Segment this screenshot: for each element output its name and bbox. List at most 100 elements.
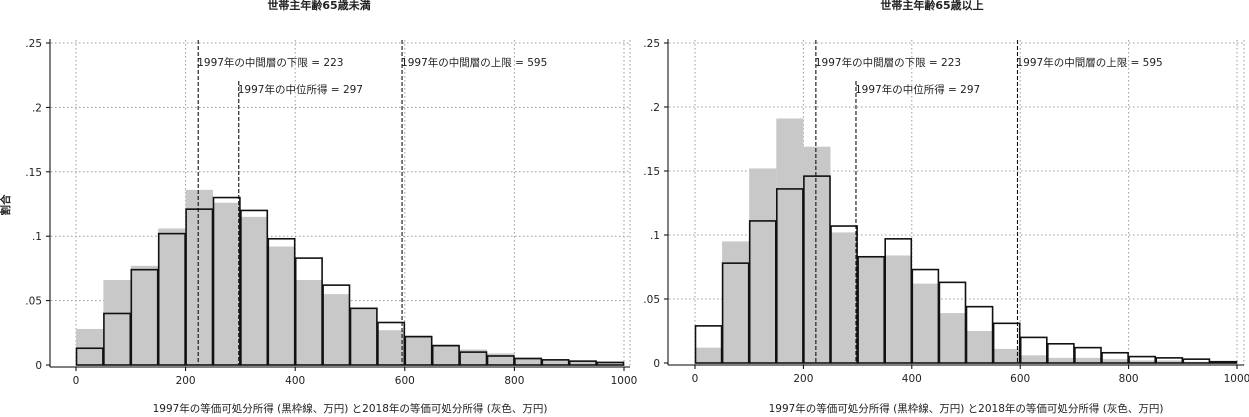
bar-1997 xyxy=(459,351,488,366)
bar-1997 xyxy=(514,357,543,366)
bar-2018 xyxy=(240,216,268,365)
bar-1997 xyxy=(884,238,913,364)
chart-panel-1: 世帯主年齢65歳未満 0 .05 .1 .15 .2 .25 0 200 400 600 800 100… xyxy=(0,0,637,415)
bar-1997 xyxy=(486,355,515,366)
bar-1997 xyxy=(857,255,885,364)
x-tick-label: 800 xyxy=(504,375,524,387)
x-tick-label: 1000 xyxy=(611,375,638,387)
bar-2018 xyxy=(722,241,750,363)
y-tick-label: .05 xyxy=(25,296,42,308)
chart-title: 世帯主年齢65歳以上 xyxy=(880,0,983,12)
reference-line-label: 1997年の中間層の上限 = 595 xyxy=(401,56,547,69)
y-tick-label: .15 xyxy=(643,166,660,178)
bar-2018 xyxy=(884,255,912,363)
bar-1997 xyxy=(294,257,323,366)
bar-2018 xyxy=(213,202,241,365)
bar-1997 xyxy=(721,262,750,364)
bar-2018 xyxy=(514,357,542,365)
bar-2018 xyxy=(1128,360,1156,363)
x-tick-label: 0 xyxy=(692,373,699,385)
bar-1997 xyxy=(157,232,186,366)
bar-1997 xyxy=(596,361,625,366)
bar-1997 xyxy=(240,209,269,366)
bar-1997 xyxy=(775,188,804,364)
x-tick-label: 200 xyxy=(793,373,813,385)
x-tick-label: 800 xyxy=(1119,373,1139,385)
x-tick-label: 600 xyxy=(1010,373,1030,385)
x-tick-label: 600 xyxy=(395,375,415,387)
bar-2018 xyxy=(569,361,597,365)
bar-2018 xyxy=(749,168,777,363)
bar-2018 xyxy=(322,294,350,365)
bar-1997 xyxy=(1155,357,1184,364)
bar-1997 xyxy=(830,225,858,364)
bar-2018 xyxy=(1020,355,1048,363)
x-tick-label: 200 xyxy=(176,375,196,387)
bar-2018 xyxy=(993,348,1021,363)
bar-2018 xyxy=(911,283,939,363)
bar-1997 xyxy=(267,237,296,366)
bar-2018 xyxy=(938,313,966,363)
bar-1997 xyxy=(75,347,104,366)
bar-1997 xyxy=(568,360,597,366)
bar-2018 xyxy=(432,344,460,365)
y-tick-label: .25 xyxy=(25,38,42,50)
bar-2018 xyxy=(1074,357,1102,363)
bar-2018 xyxy=(541,359,570,365)
bar-2018 xyxy=(377,330,405,365)
bar-2018 xyxy=(103,279,131,365)
bar-1997 xyxy=(404,335,433,366)
y-tick-label: .25 xyxy=(643,38,660,50)
chart-panel-2: 世帯主年齢65歳以上 0 .05 .1 .15 .2 .25 0 200 400 600 800 100… xyxy=(643,0,1249,415)
reference-line-label: 1997年の中間層の下限 = 223 xyxy=(197,56,343,69)
y-tick-label: 0 xyxy=(653,358,660,370)
bar-2018 xyxy=(130,265,159,365)
bar-2018 xyxy=(803,146,831,363)
bar-1997 xyxy=(1128,355,1156,364)
bar-1997 xyxy=(349,307,378,366)
bar-1997 xyxy=(911,268,940,364)
x-tick-label: 400 xyxy=(902,373,922,385)
reference-line-label: 1997年の中間層の下限 = 223 xyxy=(815,56,961,69)
y-tick-label: .1 xyxy=(32,231,42,243)
y-tick-label: .2 xyxy=(32,102,42,114)
bars xyxy=(694,118,1238,364)
bars xyxy=(75,189,625,366)
bar-2018 xyxy=(1047,357,1075,363)
bar-1997 xyxy=(103,312,132,366)
reference-line-label: 1997年の中間層の上限 = 595 xyxy=(1016,56,1162,69)
chart-title: 世帯主年齢65歳未満 xyxy=(267,0,370,12)
reference-line-label: 1997年の中位所得 = 297 xyxy=(238,83,363,96)
bar-1997 xyxy=(1047,342,1075,364)
bar-2018 xyxy=(158,228,186,365)
bar-1997 xyxy=(212,196,241,366)
reference-line-label: 1997年の中位所得 = 297 xyxy=(855,83,980,96)
bar-2018 xyxy=(76,328,104,365)
bar-1997 xyxy=(377,321,406,366)
bar-2018 xyxy=(1101,359,1129,363)
x-tick-label: 0 xyxy=(73,375,80,387)
bar-2018 xyxy=(776,118,804,364)
bar-1997 xyxy=(541,359,570,366)
bar-2018 xyxy=(596,362,624,365)
bar-2018 xyxy=(695,347,723,363)
y-tick-label: .2 xyxy=(650,102,660,114)
bar-1997 xyxy=(1019,336,1048,364)
bar-2018 xyxy=(185,189,213,365)
bar-1997 xyxy=(1101,351,1129,364)
bar-2018 xyxy=(857,256,885,363)
bar-2018 xyxy=(966,331,994,363)
x-tick-label: 1000 xyxy=(1224,373,1249,385)
bar-2018 xyxy=(267,246,296,365)
bar-2018 xyxy=(404,335,433,365)
bar-1997 xyxy=(938,281,967,364)
y-axis-label: 割合 xyxy=(0,194,12,215)
bar-1997 xyxy=(1074,346,1102,364)
bar-2018 xyxy=(830,232,858,363)
y-tick-label: .1 xyxy=(650,230,660,242)
bar-1997 xyxy=(322,284,351,366)
bar-1997 xyxy=(431,344,460,366)
x-axis-label: 1997年の等価可処分所得 (黒枠線、万円) と2018年の等価可処分所得 (灰… xyxy=(153,402,548,415)
bar-1997 xyxy=(130,268,159,366)
